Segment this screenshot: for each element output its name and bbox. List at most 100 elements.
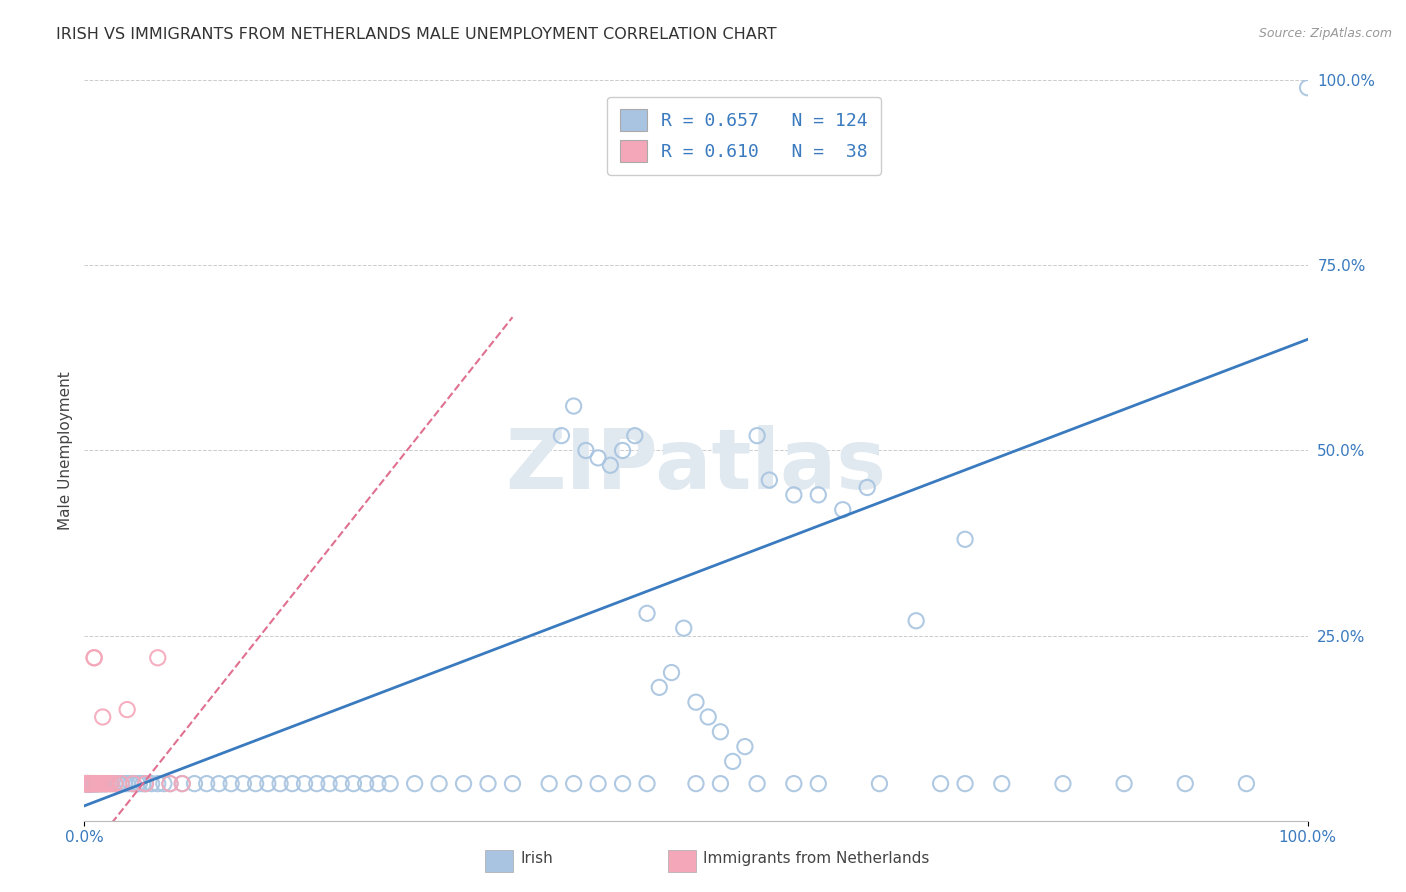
Point: [195, 776, 218, 791]
Point: [77, 776, 100, 791]
Point: [318, 776, 340, 791]
Point: [107, 776, 129, 791]
Point: [807, 776, 830, 791]
Point: [75, 776, 97, 791]
Text: IRISH VS IMMIGRANTS FROM NETHERLANDS MALE UNEMPLOYMENT CORRELATION CHART: IRISH VS IMMIGRANTS FROM NETHERLANDS MAL…: [56, 27, 778, 42]
Point: [183, 776, 205, 791]
Point: [153, 776, 176, 791]
Point: [575, 443, 598, 458]
Point: [76, 776, 98, 791]
Point: [75, 776, 97, 791]
Point: [245, 776, 267, 791]
Point: [586, 776, 609, 791]
Point: [257, 776, 280, 791]
Y-axis label: Male Unemployment: Male Unemployment: [58, 371, 73, 530]
Point: [87, 776, 110, 791]
Point: [697, 710, 720, 724]
Point: [330, 776, 353, 791]
Point: [104, 776, 127, 791]
Point: [93, 776, 115, 791]
Point: [294, 776, 316, 791]
Point: [75, 776, 97, 791]
Point: [1114, 776, 1136, 791]
Point: [96, 776, 118, 791]
Point: [599, 458, 621, 473]
Point: [77, 776, 100, 791]
Point: [807, 488, 830, 502]
Point: [427, 776, 450, 791]
Point: [75, 776, 97, 791]
Point: [83, 776, 105, 791]
Point: [758, 473, 780, 487]
Point: [90, 776, 112, 791]
Point: [342, 776, 364, 791]
Point: [76, 776, 98, 791]
Point: [502, 776, 524, 791]
Point: [77, 776, 100, 791]
Point: [159, 776, 181, 791]
Point: [1296, 80, 1319, 95]
Point: [77, 776, 100, 791]
Point: [612, 443, 634, 458]
Point: [79, 776, 101, 791]
Point: [380, 776, 402, 791]
Point: [1236, 776, 1258, 791]
Point: [1174, 776, 1197, 791]
Point: [100, 776, 122, 791]
Point: [114, 776, 136, 791]
Point: [84, 776, 107, 791]
Point: [219, 776, 242, 791]
Point: [586, 450, 609, 465]
Point: [661, 665, 683, 680]
Legend: R = 0.657   N = 124, R = 0.610   N =  38: R = 0.657 N = 124, R = 0.610 N = 38: [607, 96, 880, 175]
Point: [82, 776, 104, 791]
Point: [122, 776, 145, 791]
Point: [110, 776, 132, 791]
Point: [82, 776, 104, 791]
Point: [87, 776, 110, 791]
Point: [612, 776, 634, 791]
Point: [905, 614, 928, 628]
Point: [76, 776, 98, 791]
Point: [76, 776, 98, 791]
Point: [77, 776, 100, 791]
Point: [128, 776, 150, 791]
Text: Source: ZipAtlas.com: Source: ZipAtlas.com: [1258, 27, 1392, 40]
Point: [77, 776, 100, 791]
Point: [97, 776, 120, 791]
Point: [354, 776, 377, 791]
Point: [86, 776, 108, 791]
Point: [636, 607, 658, 621]
Point: [929, 776, 952, 791]
Point: [856, 480, 879, 494]
Point: [953, 533, 976, 547]
Point: [87, 776, 110, 791]
Point: [120, 776, 142, 791]
Point: [104, 776, 127, 791]
Point: [87, 776, 110, 791]
Point: [76, 776, 98, 791]
Point: [86, 776, 108, 791]
Point: [75, 776, 97, 791]
Point: [747, 428, 769, 442]
Point: [709, 776, 731, 791]
Point: [135, 776, 157, 791]
Point: [80, 776, 103, 791]
Point: [83, 776, 105, 791]
Point: [76, 776, 98, 791]
Point: [538, 776, 561, 791]
Point: [269, 776, 291, 791]
Point: [91, 776, 114, 791]
Point: [672, 621, 695, 635]
Point: [685, 695, 707, 709]
Point: [208, 776, 231, 791]
Point: [75, 776, 97, 791]
Point: [83, 650, 105, 665]
Text: ZIPatlas: ZIPatlas: [506, 425, 886, 506]
Point: [709, 724, 731, 739]
Point: [80, 776, 103, 791]
Point: [721, 755, 744, 769]
Point: [562, 399, 585, 413]
Point: [83, 650, 105, 665]
Point: [89, 776, 111, 791]
